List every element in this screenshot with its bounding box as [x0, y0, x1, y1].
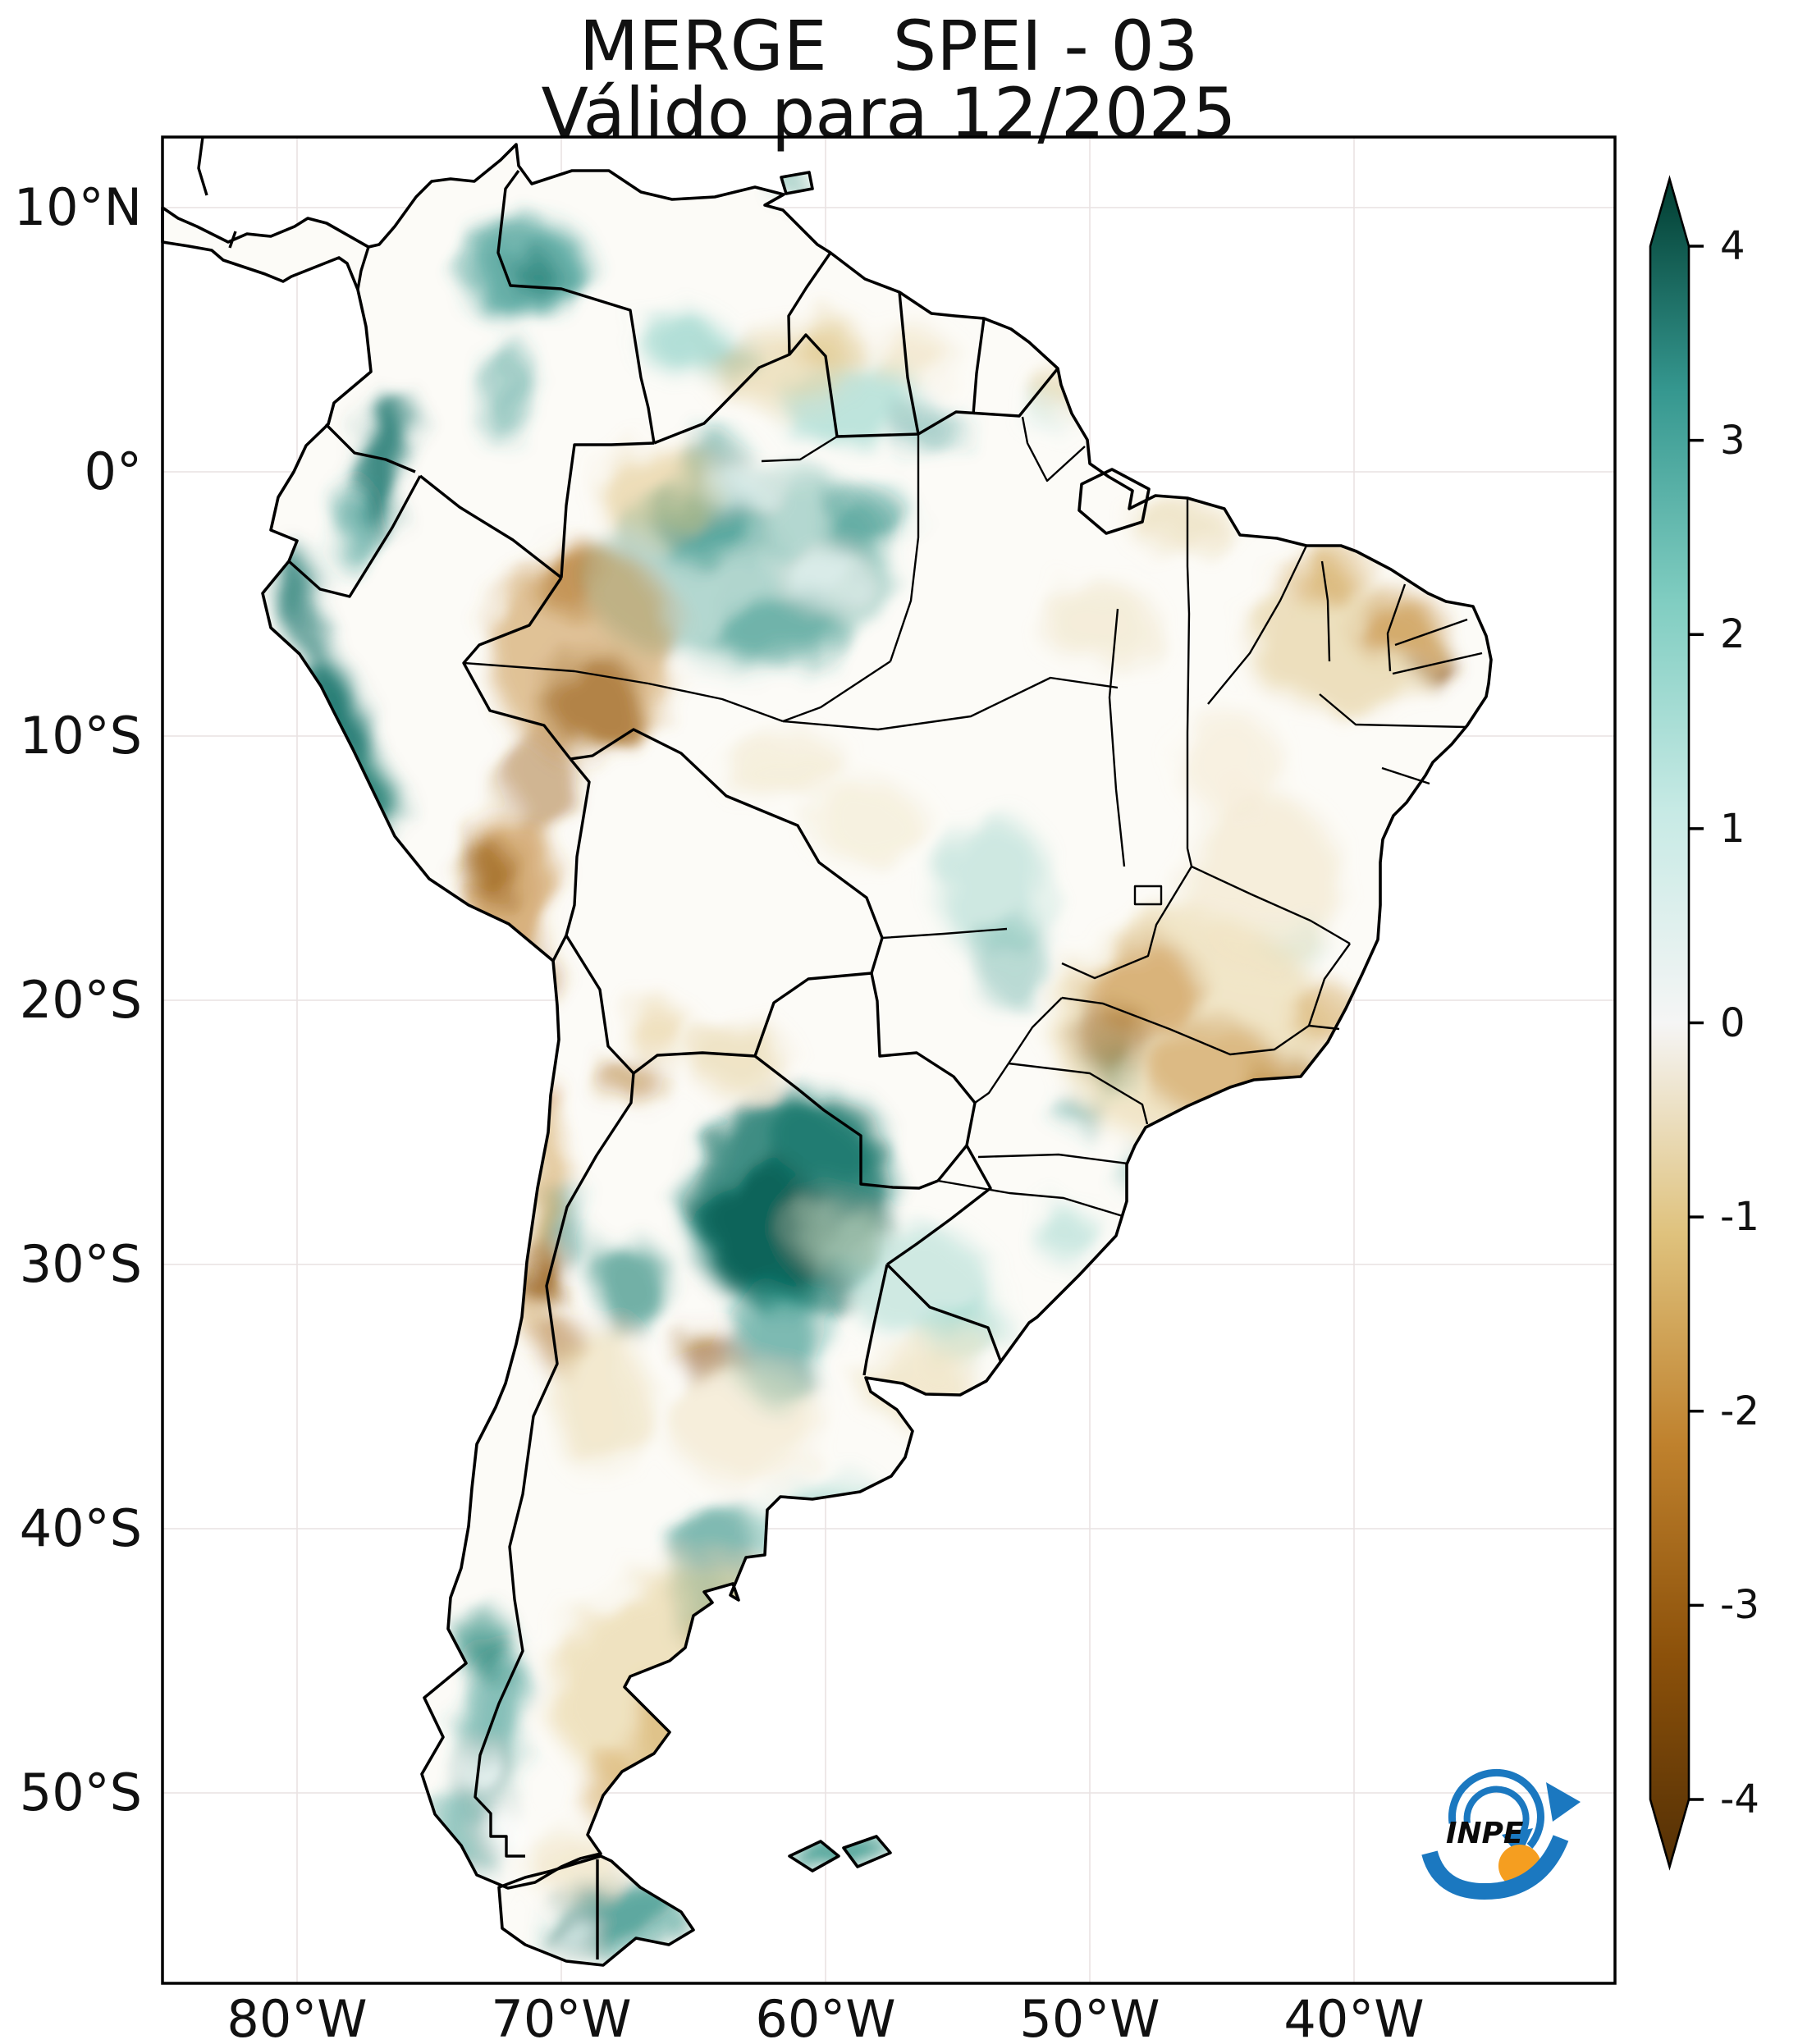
colorbar-tick-label: -1	[1720, 1194, 1759, 1241]
lon-tick-label: 60°W	[755, 1989, 896, 2044]
colorbar-tick-label: 0	[1720, 999, 1745, 1046]
logo-outer-swirl-icon	[1448, 1768, 1544, 1849]
lat-tick-label: 50°S	[19, 1763, 142, 1822]
brazil-state-borders	[463, 416, 1483, 1218]
lat-tick-label: 10°S	[19, 706, 142, 766]
lon-tick-label: 40°W	[1283, 1989, 1425, 2044]
colorbar-tick-label: -4	[1720, 1776, 1759, 1822]
logo-big-arrow-curve-icon	[1421, 1835, 1569, 1900]
colorbar-tick-label: 1	[1720, 805, 1745, 852]
colorbar-tick-label: -3	[1720, 1582, 1759, 1629]
colorbar-tick-label: 4	[1720, 223, 1745, 269]
lon-tick-label: 70°W	[491, 1989, 632, 2044]
colorbar-gradient-bar	[1649, 175, 1690, 1871]
colorbar-tick-label: 2	[1720, 611, 1745, 658]
logo-text: INPE	[1446, 1817, 1524, 1850]
map-title: MERGE SPEI - 03	[579, 6, 1199, 86]
lat-tick-label: 20°S	[19, 970, 142, 1030]
colorbar-tick-label: 3	[1720, 417, 1745, 464]
logo-arrowhead-down-icon	[1502, 1828, 1533, 1858]
lon-tick-label: 50°W	[1019, 1989, 1160, 2044]
lat-tick-label: 10°N	[13, 177, 142, 237]
colorbar	[1649, 175, 1704, 1871]
colorbar-tick-label: -2	[1720, 1388, 1759, 1434]
lat-tick-label: 0°	[84, 441, 142, 501]
logo-big-arrowhead-icon	[1546, 1782, 1581, 1822]
country-borders	[197, 136, 1059, 1959]
logo-inner-swirl-icon	[1463, 1786, 1530, 1841]
plot-border	[161, 135, 1617, 1985]
colorbar-tick-marks	[1689, 245, 1704, 1801]
lon-tick-label: 80°W	[226, 1989, 368, 2044]
lat-tick-label: 40°S	[19, 1498, 142, 1558]
coastline	[161, 143, 1493, 1967]
lat-tick-label: 30°S	[19, 1234, 142, 1294]
inpe-logo: INPE	[1421, 1768, 1581, 1900]
